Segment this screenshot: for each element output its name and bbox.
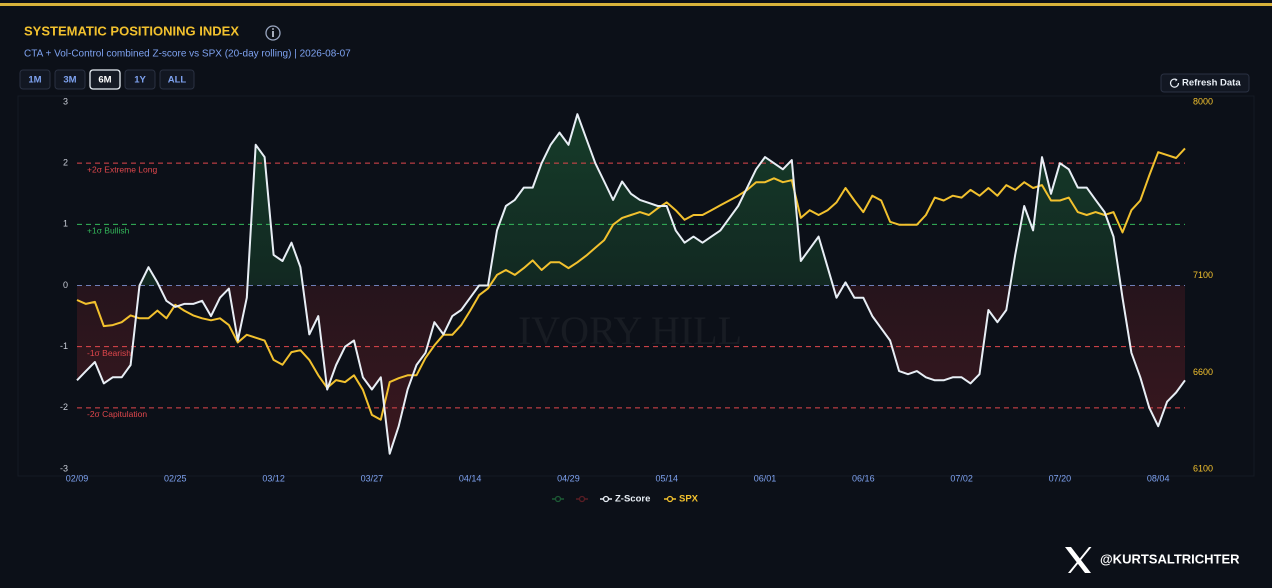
- area-below: [77, 285, 1185, 454]
- x-tick-label: 03/12: [262, 473, 285, 483]
- x-tick-label: 02/25: [164, 473, 187, 483]
- range-button-box: [19, 69, 51, 90]
- legend-label: SPX: [679, 494, 699, 505]
- refresh-icon: [1169, 78, 1180, 88]
- series-line: [76, 147, 1186, 421]
- y-tick-label: -1: [60, 341, 68, 351]
- reference-label: -1σ Bearish: [87, 348, 131, 358]
- refresh-button[interactable]: Refresh Data: [1160, 73, 1250, 93]
- y-tick-label: -3: [60, 463, 68, 473]
- x-tick-label: 02/09: [66, 473, 89, 483]
- y-tick-label: -2: [60, 402, 68, 412]
- subtitle: CTA + Vol-Control combined Z-score vs SP…: [24, 49, 351, 60]
- reference-label: -2σ Capitulation: [87, 409, 147, 419]
- y-tick-label: 2: [63, 158, 68, 168]
- legend-symbol-dot: [578, 495, 586, 503]
- x-tick-label: 08/04: [1147, 473, 1170, 483]
- reference-label: +1σ Bullish: [87, 226, 130, 236]
- range-button-label: ALL: [168, 75, 187, 86]
- y2-tick-label: 6600: [1193, 367, 1213, 377]
- legend: Z-Score SPX: [552, 494, 699, 505]
- refresh-arrow: [1175, 78, 1178, 82]
- x-logo-stroke1: [1065, 547, 1091, 573]
- y2-tick-label: 6100: [1193, 463, 1213, 473]
- legend-label: Z-Score: [615, 494, 650, 505]
- range-buttons: 1M 3M 6M 1Y ALL: [19, 69, 195, 90]
- x-logo-stroke2: [1068, 547, 1092, 573]
- range-button-box: [89, 69, 121, 90]
- range-button-box: [54, 69, 86, 90]
- series-line: [76, 113, 1186, 455]
- legend-symbol-dot: [666, 495, 674, 503]
- plot: -3 -2 -1 0 1 2 3 6100 6600 7100 8000 02/09 02/25 03/1…: [17, 95, 1255, 505]
- top-accent: [0, 3, 1272, 6]
- watermark: IVORY HILL: [518, 308, 742, 353]
- range-button[interactable]: ALL: [159, 69, 195, 90]
- range-button-label: 3M: [63, 75, 76, 86]
- range-button[interactable]: 3M: [54, 69, 86, 90]
- info-dot: [272, 28, 274, 30]
- x-tick-label: 04/29: [557, 473, 580, 483]
- x-logo: [1065, 547, 1092, 573]
- range-button-box: [159, 69, 195, 90]
- range-button-label: 6M: [98, 75, 111, 86]
- x-tick-label: 07/02: [950, 473, 973, 483]
- range-button-label: 1M: [28, 75, 41, 86]
- y2-tick-label: 8000: [1193, 96, 1213, 106]
- y2-tick-label: 7100: [1193, 270, 1213, 280]
- x-tick-label: 05/14: [655, 473, 678, 483]
- x-tick-label: 06/01: [754, 473, 777, 483]
- range-button[interactable]: 6M: [89, 69, 121, 90]
- y-tick-label: 3: [63, 96, 68, 106]
- x-tick-label: 03/27: [361, 473, 384, 483]
- chart-panel: [17, 95, 1255, 477]
- refresh-label: Refresh Data: [1182, 78, 1241, 89]
- refresh-box: [1160, 73, 1250, 93]
- range-button-label: 1Y: [134, 75, 146, 86]
- range-button[interactable]: 1M: [19, 69, 51, 90]
- title: SYSTEMATIC POSITIONING INDEX: [24, 23, 239, 38]
- x-tick-label: 07/20: [1049, 473, 1072, 483]
- range-button[interactable]: 1Y: [124, 69, 156, 90]
- y-tick-label: 0: [63, 280, 68, 290]
- handle: @KURTSALTRICHTER: [1100, 551, 1240, 566]
- info-icon[interactable]: [265, 25, 281, 41]
- area-above: [77, 114, 1185, 286]
- range-button-box: [124, 69, 156, 90]
- info-circle: [265, 25, 281, 41]
- y-tick-label: 1: [63, 219, 68, 229]
- legend-symbol-dot: [602, 495, 610, 503]
- x-tick-label: 06/16: [852, 473, 875, 483]
- x-tick-label: 04/14: [459, 473, 482, 483]
- reference-label: +2σ Extreme Long: [87, 164, 157, 174]
- legend-symbol-dot: [554, 495, 562, 503]
